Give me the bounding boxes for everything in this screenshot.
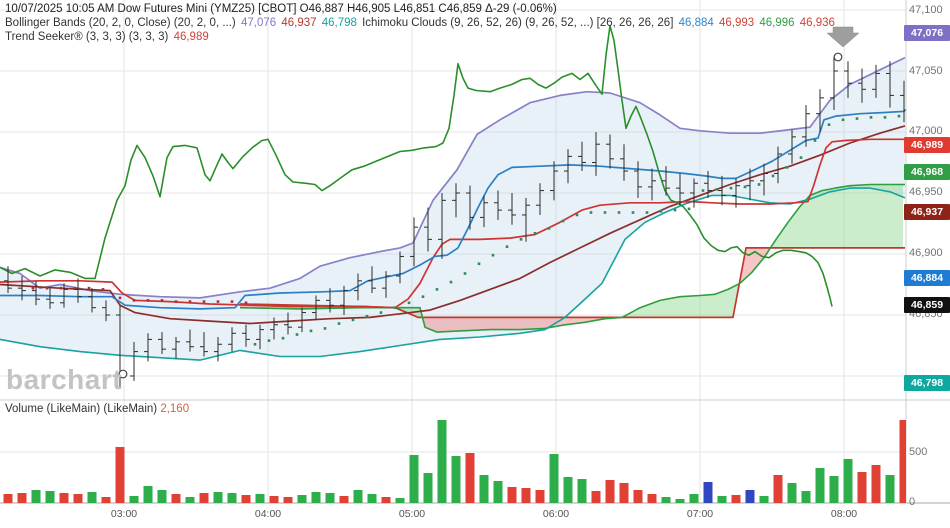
price-badge: 46,884 bbox=[904, 270, 950, 286]
axis-tick-label: 47,000 bbox=[909, 125, 943, 137]
indicator-value-label: 46,996 bbox=[759, 17, 798, 29]
price-badge: 46,937 bbox=[904, 204, 950, 220]
indicator-value-label: 46,989 bbox=[173, 31, 209, 43]
indicator-value-label: 47,076 bbox=[240, 17, 280, 29]
axis-tick-label: 46,950 bbox=[909, 186, 943, 198]
barchart-watermark: barchart bbox=[6, 364, 123, 395]
quote-header: 10/07/2025 10:05 AM Dow Futures Mini (YM… bbox=[5, 3, 557, 15]
line-bb_middle bbox=[0, 125, 906, 325]
indicator-header-trendseeker: Trend Seeker® (3, 3, 3) (3, 3, 3) 46,989 bbox=[5, 30, 211, 44]
time-tick-label: 08:00 bbox=[830, 508, 858, 520]
volume-pane-header: Volume (LikeMain) (LikeMain) 2,160 bbox=[5, 403, 189, 415]
volume-value-label: Volume (LikeMain) (LikeMain) bbox=[5, 403, 161, 415]
axis-tick-label: 500 bbox=[909, 446, 928, 458]
price-badge: 46,798 bbox=[904, 375, 950, 391]
indicator-value-label: Ichimoku Clouds (9, 26, 52, 26) (9, 26, … bbox=[362, 17, 677, 29]
line-lagging bbox=[0, 25, 833, 307]
indicator-value-label: 46,936 bbox=[799, 17, 835, 29]
time-tick-label: 04:00 bbox=[254, 508, 282, 520]
indicator-value-label: Bollinger Bands (20, 2, 0, Close) (20, 2… bbox=[5, 17, 239, 29]
price-badge: 47,076 bbox=[904, 25, 950, 41]
axis-tick-label: 0 bbox=[909, 496, 916, 508]
line-bb_upper bbox=[0, 56, 906, 299]
axis-tick-label: 47,100 bbox=[909, 4, 943, 16]
line-tenkan bbox=[0, 138, 905, 309]
indicator-value-label: Trend Seeker® (3, 3, 3) (3, 3, 3) bbox=[5, 31, 172, 43]
indicator-value-label: 46,884 bbox=[678, 17, 717, 29]
indicator-value-label: 46,798 bbox=[321, 17, 361, 29]
price-badge: 46,968 bbox=[904, 164, 950, 180]
time-tick-label: 03:00 bbox=[110, 508, 138, 520]
time-tick-label: 05:00 bbox=[398, 508, 426, 520]
indicator-value-label: 46,937 bbox=[281, 17, 320, 29]
indicator-value-label: 46,993 bbox=[718, 17, 758, 29]
line-senkou_a bbox=[239, 183, 905, 333]
time-tick-label: 07:00 bbox=[686, 508, 714, 520]
trend-seeker-sell-arrow bbox=[826, 26, 860, 48]
price-badge: 46,859 bbox=[904, 297, 950, 313]
price-badge: 46,989 bbox=[904, 137, 950, 153]
indicator-header-bollinger-ichimoku: Bollinger Bands (20, 2, 0, Close) (20, 2… bbox=[5, 16, 837, 30]
axis-tick-label: 46,900 bbox=[909, 247, 943, 259]
time-tick-label: 06:00 bbox=[542, 508, 570, 520]
axis-tick-label: 47,050 bbox=[909, 65, 943, 77]
volume-value-label: 2,160 bbox=[160, 403, 190, 415]
